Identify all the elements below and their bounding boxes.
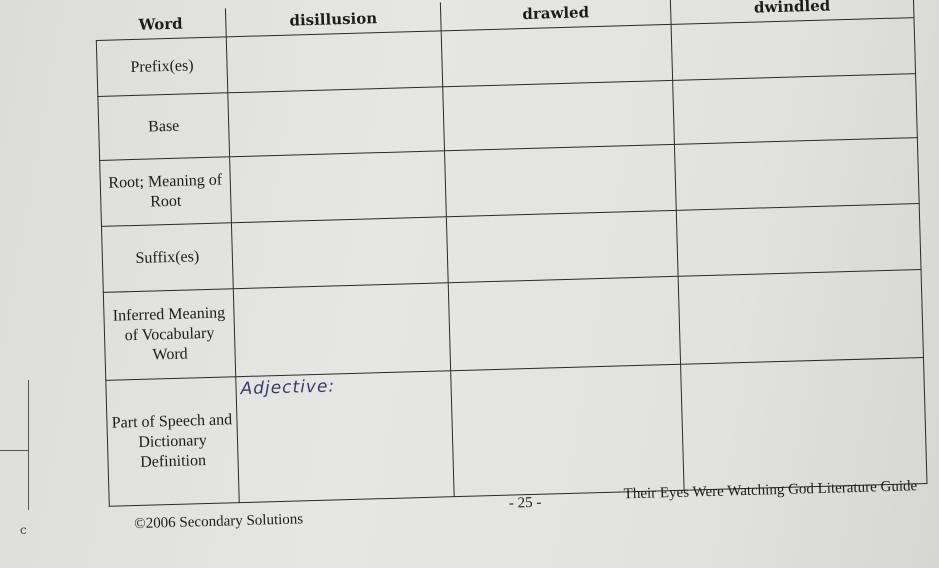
page-edge-line	[0, 450, 28, 451]
copyright: ©2006 Secondary Solutions	[134, 511, 304, 533]
row-label: Prefix(es)	[96, 36, 228, 97]
vocabulary-table: Word disillusion drawled dwindled Prefix…	[95, 0, 928, 507]
row-label: Part of Speech and Dictionary Definition	[105, 376, 240, 507]
cell[interactable]	[678, 269, 924, 365]
cell[interactable]	[448, 276, 681, 371]
cell[interactable]	[226, 30, 443, 93]
cell[interactable]	[671, 17, 916, 81]
margin-mark: c	[20, 523, 27, 537]
page-edge	[0, 380, 29, 510]
cell[interactable]	[446, 210, 679, 283]
row-label: Inferred Meaning of Vocabulary Word	[103, 288, 236, 381]
cell[interactable]	[444, 144, 677, 217]
handwritten-cell[interactable]: Adjective:	[235, 370, 455, 503]
cell[interactable]	[233, 282, 451, 377]
cell[interactable]	[672, 73, 918, 145]
row-label: Root; Meaning of Root	[99, 156, 232, 227]
cell[interactable]	[227, 86, 445, 157]
header-word: Word	[95, 8, 227, 41]
worksheet: Word disillusion drawled dwindled Prefix…	[95, 0, 927, 537]
page-number: - 25 -	[508, 494, 542, 512]
cell[interactable]	[441, 24, 673, 87]
row-label: Suffix(es)	[101, 222, 234, 293]
cell[interactable]	[680, 357, 927, 491]
cell[interactable]	[674, 137, 920, 211]
cell[interactable]	[442, 80, 675, 151]
cell[interactable]	[450, 364, 685, 497]
cell[interactable]	[676, 203, 922, 277]
row-label: Base	[97, 92, 230, 161]
cell[interactable]	[231, 216, 449, 289]
cell[interactable]	[229, 150, 447, 223]
